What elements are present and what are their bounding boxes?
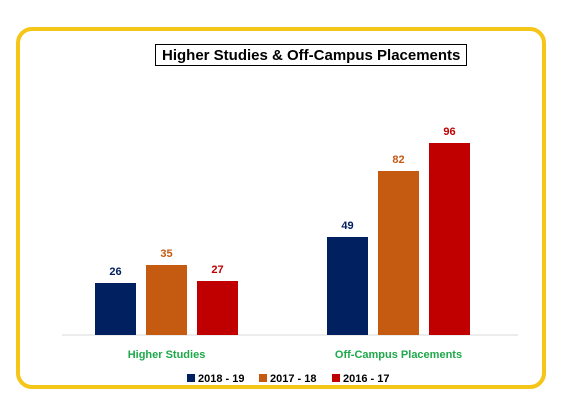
data-label: 96 bbox=[443, 126, 455, 138]
bar bbox=[146, 265, 187, 335]
chart-title: Higher Studies & Off-Campus Placements bbox=[155, 44, 468, 66]
bar bbox=[95, 283, 136, 335]
legend-swatch bbox=[259, 374, 267, 382]
legend-label: 2016 - 17 bbox=[343, 373, 389, 385]
bar bbox=[197, 281, 238, 335]
data-label: 27 bbox=[211, 264, 223, 276]
bar bbox=[327, 237, 368, 335]
legend-label: 2017 - 18 bbox=[270, 373, 316, 385]
legend-label: 2018 - 19 bbox=[198, 373, 244, 385]
legend-swatch bbox=[332, 374, 340, 382]
category-label: Higher Studies bbox=[128, 349, 206, 361]
data-label: 35 bbox=[160, 248, 172, 260]
data-label: 26 bbox=[109, 266, 121, 278]
category-label: Off-Campus Placements bbox=[335, 349, 462, 361]
data-label: 49 bbox=[341, 220, 353, 232]
bar bbox=[429, 143, 470, 335]
bar bbox=[378, 171, 419, 335]
legend-swatch bbox=[187, 374, 195, 382]
data-label: 82 bbox=[392, 154, 404, 166]
